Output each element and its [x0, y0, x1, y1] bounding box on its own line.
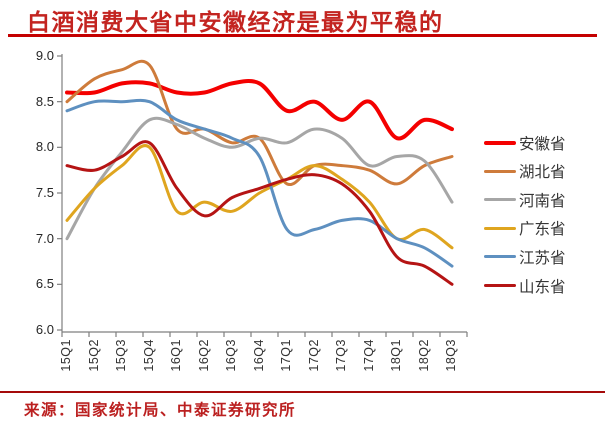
- y-tick-label: 6.0: [35, 322, 54, 337]
- y-tick-label: 8.0: [35, 139, 54, 155]
- x-tick-label-text: 16Q2: [196, 339, 211, 372]
- x-tick-label: 17Q3: [334, 339, 350, 375]
- legend-item: 河南省: [484, 191, 566, 210]
- legend-label: 安徽省: [519, 135, 566, 153]
- legend-swatch: [484, 226, 516, 230]
- x-tick-label-text: 17Q1: [279, 339, 293, 372]
- legend-label: 江苏省: [519, 249, 566, 267]
- x-tick-label-text: 16Q1: [169, 339, 183, 372]
- series-line-湖北省: [65, 59, 454, 187]
- legend-swatch: [484, 198, 516, 202]
- x-tick-label: 15Q3: [114, 339, 130, 375]
- x-tick-label: 16Q3: [224, 339, 240, 375]
- series-line-山东省: [65, 140, 454, 286]
- y-tick-label: 8.5: [35, 93, 54, 109]
- x-tick-label-text: 15Q4: [141, 339, 156, 372]
- x-tick-label: 15Q4: [142, 339, 158, 375]
- x-tick-label-text: 15Q2: [86, 339, 101, 372]
- legend-item: 江苏省: [484, 248, 566, 267]
- legend-label: 河南省: [519, 192, 566, 210]
- legend-item: 湖北省: [484, 162, 566, 182]
- x-tick-label: 18Q1: [389, 339, 405, 375]
- page-title: 白酒消费大省中安徽经济是最为平稳的: [27, 9, 444, 36]
- x-tick-label: 17Q1: [279, 339, 295, 375]
- x-tick-label-text: 18Q3: [444, 339, 458, 372]
- series-line-江苏省: [65, 98, 454, 268]
- x-tick-label-text: 16Q4: [251, 339, 266, 372]
- title-rule: [8, 34, 597, 37]
- legend-label: 山东省: [519, 278, 566, 296]
- y-tick-label: 7.5: [35, 185, 54, 200]
- x-tick-label-text: 16Q3: [224, 339, 238, 372]
- legend-swatch: [484, 169, 516, 173]
- legend-label: 广东省: [519, 221, 566, 239]
- x-tick-label-text: 18Q1: [389, 339, 403, 372]
- footer-rule: [0, 391, 605, 393]
- x-tick-label: 16Q4: [252, 339, 268, 375]
- x-tick-label-text: 15Q1: [59, 339, 73, 372]
- x-tick-label: 18Q2: [417, 339, 433, 375]
- x-tick-label: 16Q2: [197, 339, 213, 375]
- x-tick-label-text: 15Q3: [114, 339, 128, 372]
- x-tick-label: 16Q1: [169, 339, 185, 375]
- legend-item: 山东省: [484, 277, 566, 296]
- x-tick-label: 17Q2: [307, 339, 323, 375]
- series-line-安徽省: [65, 78, 454, 141]
- y-tick-label: 6.5: [35, 276, 54, 292]
- legend-swatch: [484, 255, 516, 259]
- x-tick-label-text: 17Q3: [334, 339, 348, 372]
- y-tick-label: 9.0: [35, 48, 54, 63]
- series-line-河南省: [65, 116, 454, 241]
- legend-item: 安徽省: [484, 134, 566, 153]
- legend-swatch: [484, 140, 516, 145]
- legend-swatch: [484, 284, 516, 287]
- x-tick-label: 15Q1: [59, 339, 75, 375]
- x-tick-label: 15Q2: [87, 339, 103, 375]
- legend-label: 湖北省: [519, 164, 566, 182]
- y-tick-label: 7.0: [35, 230, 54, 246]
- x-tick-label: 17Q4: [362, 339, 378, 375]
- source-note: 来源：国家统计局、中泰证券研究所: [24, 400, 297, 419]
- x-tick-label: 18Q3: [444, 339, 460, 375]
- x-tick-label-text: 17Q4: [361, 339, 376, 372]
- x-tick-label-text: 18Q2: [416, 339, 431, 372]
- legend-item: 广东省: [484, 219, 566, 239]
- series-line-广东省: [65, 144, 454, 250]
- x-tick-label-text: 17Q2: [306, 339, 321, 372]
